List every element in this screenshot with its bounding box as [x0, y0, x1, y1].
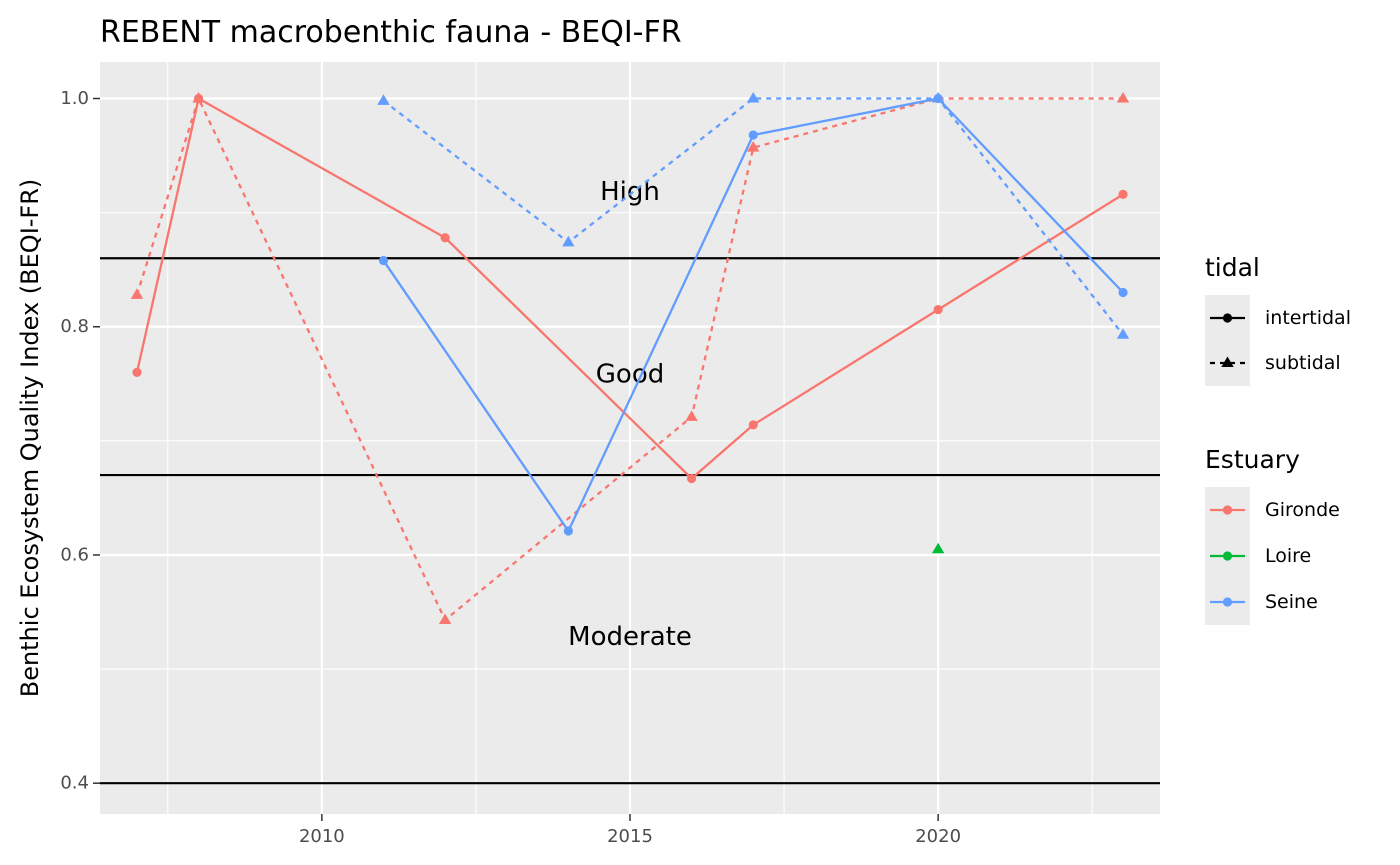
- data-point-gironde-intertidal: [687, 473, 697, 484]
- y-axis: 0.4 0.6 0.8 1.0: [60, 88, 100, 794]
- data-point-loire-subtidal: [931, 542, 945, 554]
- legend-key-marker: [1221, 356, 1234, 368]
- data-point-gironde-subtidal: [130, 288, 144, 299]
- series: [130, 92, 1130, 625]
- data-point-gironde-subtidal: [192, 92, 205, 103]
- legend-title-estuary: Estuary: [1205, 445, 1300, 474]
- data-point-seine-intertidal: [563, 526, 573, 536]
- data-point-seine-intertidal: [1118, 287, 1128, 298]
- data-point-gironde-intertidal: [132, 367, 142, 377]
- data-point-gironde-intertidal: [440, 233, 450, 243]
- legend-key-marker: [1222, 597, 1233, 607]
- data-point-seine-subtidal: [377, 94, 390, 105]
- data-point-seine-subtidal: [747, 92, 760, 103]
- class-label: Moderate: [568, 622, 692, 652]
- data-point-gironde-subtidal: [747, 141, 760, 152]
- x-tick-label: 2015: [607, 826, 653, 847]
- data-point-gironde-subtidal: [438, 613, 452, 625]
- data-point-gironde-subtidal: [685, 410, 698, 421]
- legend: tidal intertidal subtidal Estuary Gironde Loi…: [1205, 253, 1351, 625]
- legend-label-intertidal: intertidal: [1265, 307, 1351, 329]
- legend-label-seine: Seine: [1265, 591, 1318, 613]
- class-labels: High Good Moderate: [568, 177, 692, 652]
- legend-title-tidal: tidal: [1205, 253, 1260, 282]
- class-label: Good: [596, 360, 664, 390]
- x-tick-label: 2010: [299, 826, 345, 847]
- data-point-gironde-subtidal: [1116, 92, 1130, 103]
- data-point-seine-intertidal: [748, 130, 758, 140]
- legend-key-marker: [1222, 313, 1233, 323]
- legend-key-marker: [1222, 505, 1233, 515]
- legend-label-gironde: Gironde: [1265, 499, 1340, 521]
- y-tick-label: 0.6: [60, 544, 89, 565]
- y-tick-label: 1.0: [60, 88, 89, 109]
- data-point-seine-subtidal: [562, 235, 575, 247]
- class-thresholds: [100, 257, 1160, 785]
- data-point-seine-subtidal: [931, 92, 945, 103]
- series-line-seine-subtidal: [382, 97, 1124, 336]
- y-axis-title: Benthic Ecosystem Quality Index (BEQI-FR…: [16, 179, 44, 698]
- legend-key-marker: [1222, 551, 1233, 561]
- data-point-gironde-intertidal: [933, 305, 943, 315]
- x-tick-label: 2020: [915, 826, 961, 847]
- data-point-gironde-intertidal: [748, 420, 758, 430]
- data-point-seine-subtidal: [1116, 328, 1130, 339]
- y-tick-label: 0.8: [60, 316, 89, 337]
- class-label: High: [600, 177, 660, 207]
- chart-title: REBENT macrobenthic fauna - BEQI-FR: [100, 15, 682, 50]
- data-point-gironde-intertidal: [1118, 189, 1128, 199]
- legend-label-loire: Loire: [1265, 545, 1311, 567]
- data-point-seine-intertidal: [378, 255, 389, 266]
- x-axis: 2010 2015 2020: [299, 814, 961, 847]
- y-tick-label: 0.4: [60, 773, 89, 794]
- legend-label-subtidal: subtidal: [1265, 352, 1341, 374]
